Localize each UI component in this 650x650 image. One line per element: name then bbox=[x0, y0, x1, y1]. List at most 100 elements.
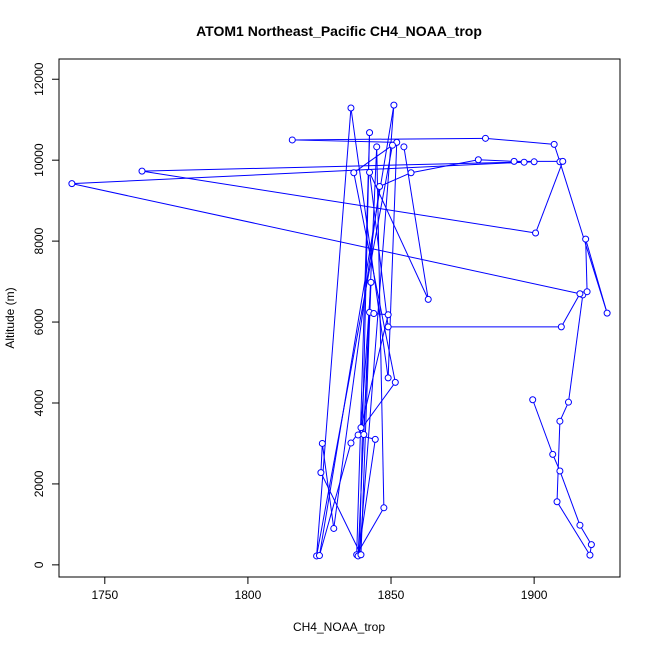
data-point bbox=[564, 398, 572, 406]
data-point bbox=[549, 450, 557, 458]
series-line-segment bbox=[321, 443, 335, 529]
series-line-segment bbox=[141, 170, 536, 234]
series-line-segment bbox=[585, 239, 588, 292]
data-point bbox=[347, 439, 355, 447]
data-point bbox=[587, 541, 595, 549]
series-line-segment bbox=[318, 105, 395, 556]
data-point bbox=[557, 323, 565, 331]
y-tick-label: 8000 bbox=[32, 227, 46, 254]
series-line-segment bbox=[292, 137, 486, 141]
series-line-segment bbox=[316, 145, 393, 557]
y-axis: 0 2000 4000 6000 8000 10000 12000 bbox=[32, 62, 59, 568]
series-line-segment bbox=[376, 146, 385, 508]
series-line-segment bbox=[369, 172, 429, 300]
data-point bbox=[347, 104, 355, 112]
data-point bbox=[510, 157, 518, 165]
series-line-segment bbox=[316, 107, 352, 556]
data-point bbox=[400, 143, 408, 151]
series-line-segment bbox=[567, 294, 584, 403]
data-point bbox=[576, 521, 584, 529]
data-point bbox=[380, 504, 388, 512]
data-point bbox=[317, 469, 325, 477]
plot-frame bbox=[58, 58, 621, 578]
data-point bbox=[315, 552, 323, 560]
series-line-segment bbox=[320, 443, 323, 473]
data-point bbox=[530, 158, 538, 166]
series-line-segment bbox=[353, 172, 396, 383]
x-tick-label: 1800 bbox=[235, 588, 262, 602]
series-line-segment bbox=[369, 172, 389, 327]
series-line-segment bbox=[360, 314, 389, 428]
data-point bbox=[384, 323, 392, 331]
series-line-segment bbox=[71, 183, 581, 295]
data-point bbox=[556, 417, 564, 425]
x-tick-label: 1900 bbox=[521, 588, 548, 602]
data-point bbox=[357, 424, 365, 432]
y-tick-label: 10000 bbox=[32, 143, 46, 177]
series-line-segment bbox=[292, 139, 397, 143]
data-point bbox=[407, 169, 415, 177]
data-point bbox=[138, 167, 146, 175]
data-point bbox=[350, 169, 358, 177]
data-point bbox=[367, 278, 375, 286]
data-point bbox=[556, 467, 564, 475]
series-line-segment bbox=[556, 421, 561, 502]
data-point bbox=[550, 140, 558, 148]
x-tick-label: 1750 bbox=[91, 588, 118, 602]
data-point bbox=[583, 288, 591, 296]
data-point bbox=[373, 143, 381, 151]
data-point bbox=[371, 435, 379, 443]
y-tick-label: 0 bbox=[32, 561, 46, 568]
series-line-segment bbox=[71, 161, 525, 185]
data-point bbox=[384, 374, 392, 382]
series-line-segment bbox=[379, 172, 412, 187]
series-line-segment bbox=[363, 312, 371, 435]
data-point bbox=[576, 290, 584, 298]
y-tick-label: 12000 bbox=[32, 62, 46, 96]
data-point bbox=[288, 136, 296, 144]
series-line-segment bbox=[535, 161, 564, 234]
data-point bbox=[318, 439, 326, 447]
data-point bbox=[360, 431, 368, 439]
series-line-segment bbox=[559, 470, 581, 526]
chart-title: ATOM1 Northeast_Pacific CH4_NOAA_trop bbox=[196, 23, 482, 39]
y-axis-label: Altitude (m) bbox=[3, 287, 17, 348]
series-line-segment bbox=[360, 282, 372, 428]
series-line-segment bbox=[357, 439, 376, 557]
series-line-segment bbox=[532, 399, 554, 455]
series-line-segment bbox=[141, 161, 535, 172]
series-line-segment bbox=[556, 501, 591, 556]
data-point bbox=[532, 229, 540, 237]
data-point bbox=[384, 311, 392, 319]
series-line-segment bbox=[320, 472, 362, 555]
y-tick-label: 6000 bbox=[32, 308, 46, 335]
series-points bbox=[68, 101, 611, 560]
data-point bbox=[474, 156, 482, 164]
series-line-segment bbox=[359, 105, 395, 555]
data-point bbox=[68, 180, 76, 188]
data-point bbox=[586, 551, 594, 559]
data-point bbox=[330, 524, 338, 532]
data-point bbox=[366, 168, 374, 176]
data-point bbox=[390, 101, 398, 109]
x-axis: 1750 1800 1850 1900 bbox=[91, 577, 548, 602]
series-line-segment bbox=[478, 159, 515, 162]
data-point bbox=[388, 141, 396, 149]
x-axis-label: CH4_NOAA_trop bbox=[293, 620, 385, 634]
data-point bbox=[520, 158, 528, 166]
series-line-segment bbox=[485, 137, 555, 145]
series-line-segment bbox=[356, 132, 371, 555]
series-line-segment bbox=[579, 524, 592, 545]
data-point bbox=[559, 157, 567, 165]
series-line-segment bbox=[333, 186, 381, 529]
y-tick-label: 4000 bbox=[32, 389, 46, 416]
series-line-segment bbox=[387, 142, 398, 378]
data-point bbox=[354, 431, 362, 439]
data-point bbox=[370, 310, 378, 318]
data-point bbox=[376, 182, 384, 190]
data-point bbox=[553, 498, 561, 506]
series-line-segment bbox=[318, 442, 352, 556]
series-line-segment bbox=[560, 293, 581, 328]
data-point bbox=[529, 396, 537, 404]
